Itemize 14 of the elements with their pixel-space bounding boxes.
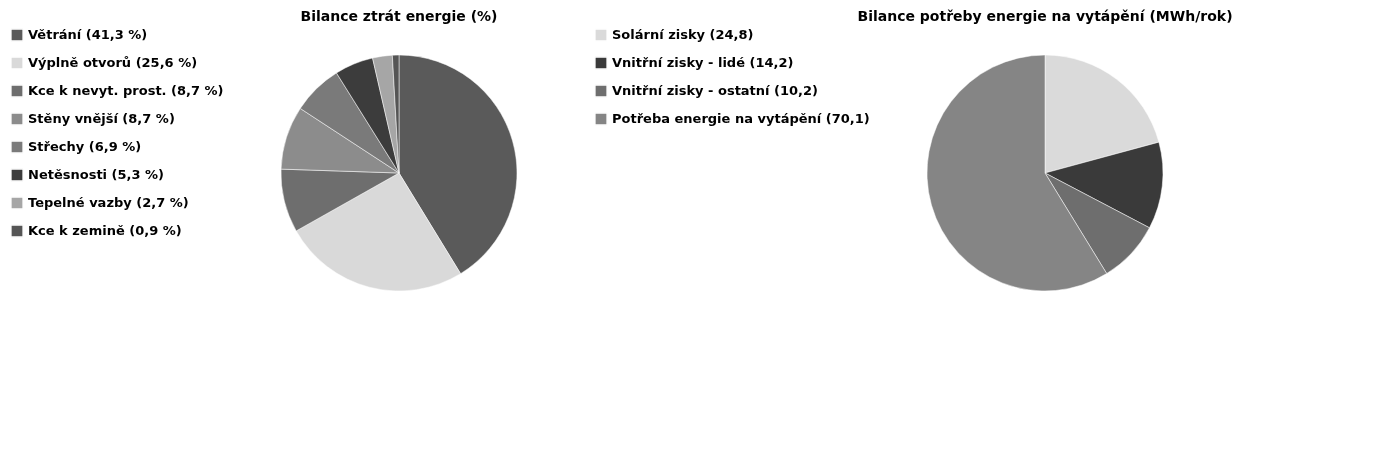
legend-label: Potřeba energie na vytápění (70,1) [612,111,870,126]
legend-label: Výplně otvorů (25,6 %) [28,55,198,70]
legend-label: Tepelné vazby (2,7 %) [28,195,189,210]
legend-label: Vnitřní zisky - ostatní (10,2) [612,83,819,98]
legend-label: Vnitřní zisky - lidé (14,2) [612,55,794,70]
legend-label: Stěny vnější (8,7 %) [28,111,175,126]
legend-label: Kce k zemině (0,9 %) [28,223,182,238]
chart-title: Bilance ztrát energie (%) [300,8,498,24]
legend-label: Větrání (41,3 %) [28,27,148,42]
legend-label: Solární zisky (24,8) [612,27,754,42]
chart-title: Bilance potřeby energie na vytápění (MWh/rok) [857,8,1233,24]
legend-label: Kce k nevyt. prost. (8,7 %) [28,83,224,98]
legend-label: Střechy (6,9 %) [28,139,142,154]
legend-label: Netěsnosti (5,3 %) [28,167,165,182]
